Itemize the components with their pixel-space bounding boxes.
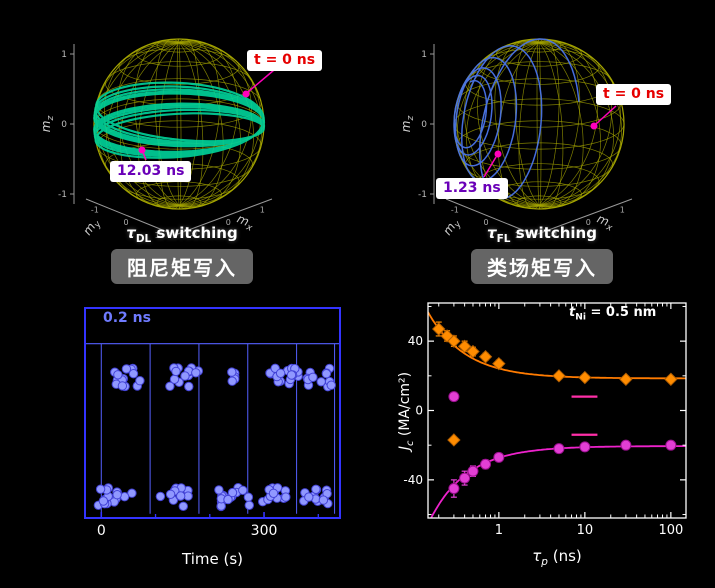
svg-text:0: 0: [124, 218, 129, 227]
caption-damping-torque-chinese: 阻尼矩写入: [111, 249, 253, 284]
svg-text:300: 300: [251, 523, 278, 539]
svg-text:1: 1: [155, 231, 160, 240]
svg-text:mz: mz: [39, 116, 56, 133]
svg-text:10: 10: [577, 523, 594, 538]
svg-text:100: 100: [658, 523, 683, 538]
svg-text:-1: -1: [58, 190, 67, 200]
svg-text:1: 1: [620, 206, 625, 215]
svg-text:0: 0: [586, 218, 591, 227]
svg-text:-40: -40: [403, 473, 423, 487]
x-axis-label-time: Time (s): [182, 550, 243, 568]
svg-text:0: 0: [97, 523, 106, 539]
svg-text:1: 1: [421, 50, 427, 60]
svg-text:-1: -1: [550, 231, 558, 240]
panel-telegraph-chart: 0 300 0.2 ns Time (s): [55, 300, 360, 588]
panel-fieldlike-torque-sphere: -1 0 1 mz -1 1 0 0 1 -1 my mx t = 0 ns 1.23 ns τFL …: [382, 4, 702, 296]
svg-text:40: 40: [408, 334, 423, 348]
svg-text:-1: -1: [91, 206, 99, 215]
svg-text:0: 0: [226, 218, 231, 227]
caption-fieldlike-torque: τFL switching: [487, 224, 597, 245]
nickel-thickness-annotation: tNi = 0.5 nm: [569, 305, 657, 323]
caption-damping-torque: τDL switching: [126, 224, 238, 245]
svg-text:-1: -1: [451, 206, 459, 215]
time-zero-label: t = 0 ns: [247, 50, 323, 71]
pulse-width-annotation: 0.2 ns: [103, 310, 151, 326]
svg-text:0: 0: [421, 120, 427, 130]
svg-text:mz: mz: [399, 116, 416, 133]
y-axis-label-jc: Jc (MA/cm²): [397, 371, 416, 451]
x-axis-label-taup: τp (ns): [532, 547, 582, 568]
panel-jc-chart: -40 0 40 1 10 100 Jc (MA/cm²) τp (ns) tNi = 0…: [393, 293, 715, 588]
svg-text:0: 0: [61, 120, 67, 130]
svg-text:1: 1: [260, 206, 265, 215]
svg-text:0: 0: [415, 404, 423, 418]
svg-text:1: 1: [515, 231, 520, 240]
switch-time-label: 12.03 ns: [110, 161, 192, 182]
time-zero-label: t = 0 ns: [596, 84, 672, 105]
switch-time-label: 1.23 ns: [436, 178, 508, 199]
telegraph-chart: 0 300: [84, 307, 341, 539]
svg-text:-1: -1: [418, 190, 427, 200]
svg-text:-1: -1: [190, 231, 198, 240]
caption-fieldlike-torque-chinese: 类场矩写入: [471, 249, 613, 284]
svg-text:1: 1: [61, 50, 67, 60]
jc-vs-pulsewidth-chart: -40 0 40 1 10 100: [403, 302, 687, 538]
svg-text:0: 0: [484, 218, 489, 227]
panel-damping-torque-sphere: -1 0 1 mz -1 1 0 0 1 -1 my mx t = 0 ns 12.03 ns τDL…: [22, 4, 342, 296]
svg-text:1: 1: [495, 523, 503, 538]
